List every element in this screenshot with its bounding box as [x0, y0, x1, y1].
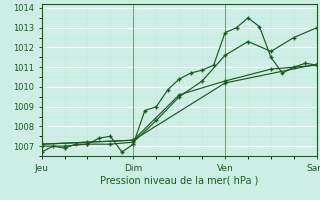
X-axis label: Pression niveau de la mer( hPa ): Pression niveau de la mer( hPa ) — [100, 175, 258, 185]
